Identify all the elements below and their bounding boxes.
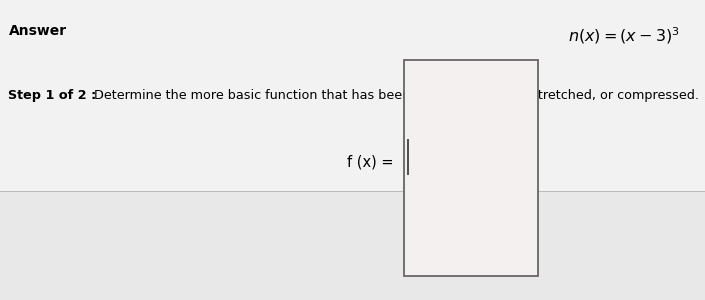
Text: f (x) =: f (x) = [347, 154, 398, 169]
Text: Answer: Answer [8, 24, 66, 38]
Bar [0, 0, 705, 190]
Text: Determine the more basic function that has been shifted, reflected, stretched, o: Determine the more basic function that h… [90, 89, 699, 103]
Text: Step 1 of 2 :: Step 1 of 2 : [8, 89, 102, 103]
Bar [0, 190, 705, 300]
FancyBboxPatch shape [404, 60, 538, 276]
Text: $n(x) = (x - 3)^3$: $n(x) = (x - 3)^3$ [568, 26, 680, 46]
